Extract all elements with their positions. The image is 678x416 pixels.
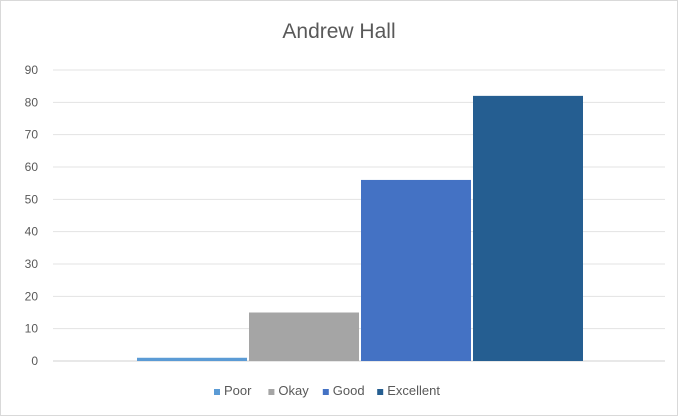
y-tick-label: 70 bbox=[25, 128, 39, 142]
y-tick-label: 40 bbox=[25, 225, 39, 239]
legend-swatch bbox=[214, 389, 220, 395]
y-tick-label: 30 bbox=[25, 257, 39, 271]
y-tick-label: 50 bbox=[25, 192, 39, 206]
legend-label: Excellent bbox=[387, 383, 440, 398]
y-tick-label: 90 bbox=[25, 63, 39, 77]
legend-swatch bbox=[322, 389, 329, 395]
legend-label: Good bbox=[333, 383, 365, 398]
chart-title: Andrew Hall bbox=[282, 20, 396, 43]
legend-label: Poor bbox=[224, 383, 252, 398]
legend-swatch bbox=[377, 389, 384, 395]
y-tick-label: 20 bbox=[25, 289, 39, 303]
y-tick-label: 0 bbox=[31, 354, 38, 368]
bar-poor bbox=[137, 357, 247, 361]
legend-swatch bbox=[268, 389, 275, 395]
bar-good bbox=[361, 179, 471, 361]
bar-okay bbox=[249, 312, 359, 361]
y-tick-label: 10 bbox=[25, 322, 39, 336]
bar-excellent bbox=[473, 95, 583, 361]
y-tick-label: 60 bbox=[25, 160, 39, 174]
legend-label: Okay bbox=[278, 383, 309, 398]
y-tick-label: 80 bbox=[25, 95, 39, 109]
